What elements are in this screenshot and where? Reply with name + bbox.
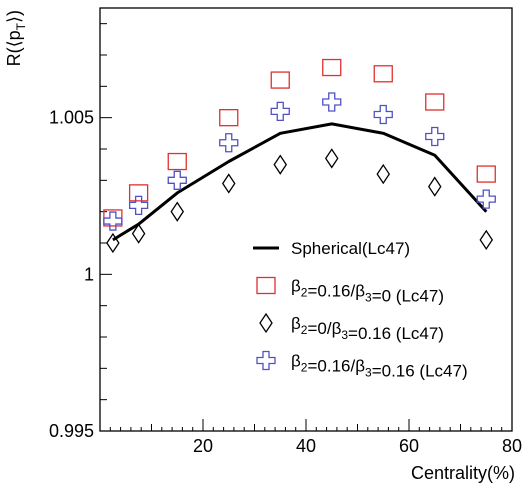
legend-label: β2=0/β3=0.16 (Lc47) [291, 314, 444, 343]
x-tick-label: 80 [502, 436, 522, 456]
data-point-diamond [131, 223, 146, 244]
data-point-square [476, 165, 496, 183]
y-tick-label: 1 [84, 264, 94, 284]
series-4 [103, 92, 496, 231]
data-point-square [270, 71, 290, 89]
legend-entry: β2=0.16/β3=0.16 (Lc47) [256, 350, 468, 381]
data-point-square [219, 109, 239, 127]
legend-label: β2=0.16/β3=0.16 (Lc47) [291, 352, 468, 381]
data-point-diamond [479, 229, 494, 251]
series-3 [106, 148, 494, 254]
legend-entry: β2=0.16/β3=0 (Lc47) [256, 276, 444, 306]
y-axis-title-main: R(⟨p [4, 30, 24, 66]
x-tick-label: 60 [399, 436, 419, 456]
data-point-diamond [324, 148, 339, 169]
legend-marker-square [256, 276, 276, 295]
data-point-square [128, 184, 149, 202]
data-point-diamond [106, 232, 120, 254]
x-tick-label: 20 [193, 436, 213, 456]
data-point-cross [128, 195, 149, 216]
y-axis-title-close: ⟩) [4, 10, 24, 23]
data-point-square [373, 65, 393, 83]
data-point-square [167, 152, 187, 171]
data-point-diamond [170, 201, 185, 222]
data-point-square [322, 58, 342, 77]
y-axis-title: R(⟨pT⟩) [4, 10, 28, 66]
data-point-diamond [273, 154, 288, 175]
y-tick-label: 1.005 [49, 108, 94, 128]
x-axis-title: Centrality(%) [411, 463, 515, 483]
data-point-diamond [221, 173, 236, 194]
data-point-cross [322, 92, 342, 112]
data-point-cross [425, 126, 445, 147]
data-point-cross [476, 189, 496, 209]
data-point-diamond [427, 176, 442, 197]
x-tick-label: 40 [296, 436, 316, 456]
legend-marker-diamond [259, 312, 273, 334]
series-line [112, 122, 488, 242]
legend-entry: β2=0/β3=0.16 (Lc47) [259, 312, 444, 343]
data-point-cross [219, 133, 239, 153]
series-layer [103, 58, 496, 254]
legend-entry: Spherical(Lc47) [253, 239, 410, 258]
data-point-square [425, 93, 445, 111]
axis-ticks: 20 40 60 80 0.995 1 1.005 [49, 23, 522, 456]
series-2 [103, 58, 496, 227]
legend-label: β2=0.16/β3=0 (Lc47) [291, 277, 444, 306]
data-point-cross [270, 101, 290, 122]
data-point-diamond [376, 163, 391, 185]
legend-marker-cross [256, 350, 276, 371]
data-point-cross [373, 104, 393, 125]
legend: Spherical(Lc47) β2=0.16/β3=0 (Lc47) β2=0/β… [253, 239, 468, 381]
data-point-cross [103, 211, 123, 231]
data-point-cross [167, 170, 187, 190]
series-1 [112, 122, 488, 242]
y-axis-title-subscript: T [14, 22, 28, 30]
y-tick-label: 0.995 [49, 421, 94, 441]
legend-label: Spherical(Lc47) [291, 239, 410, 258]
